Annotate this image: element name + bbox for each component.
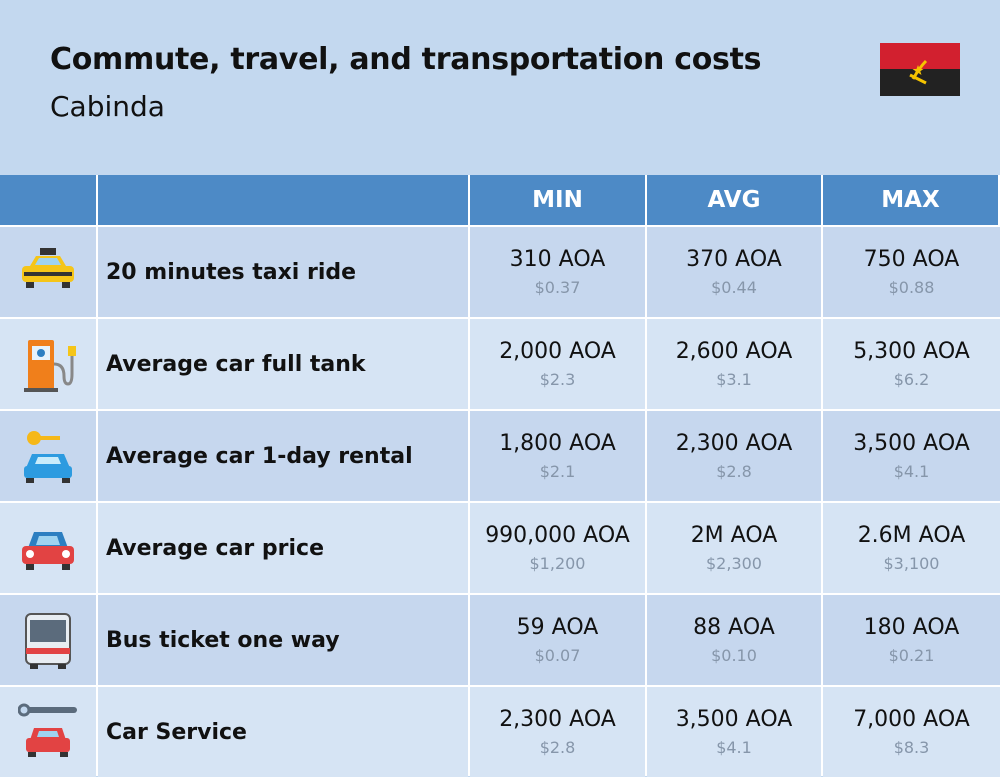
local-price: 750 AOA [863, 247, 960, 272]
value-cell: 990,000 AOA $1,200 [470, 503, 645, 593]
header-cell [0, 175, 96, 225]
usd-price: $2.8 [716, 462, 752, 481]
usd-price: $3.1 [716, 370, 752, 389]
row-label: Average car price [98, 503, 468, 593]
usd-price: $0.88 [888, 278, 935, 297]
local-price: 88 AOA [693, 615, 775, 640]
row-label: 20 minutes taxi ride [98, 227, 468, 317]
value-cell: 2,300 AOA $2.8 [647, 411, 821, 501]
local-price: 370 AOA [686, 247, 782, 272]
usd-price: $0.10 [711, 646, 757, 665]
header-cell: AVG [647, 175, 821, 225]
table: MIN AVG MAX 20 minutes taxi ride 310 AOA $0.3… [0, 175, 1000, 777]
row-icon [0, 687, 96, 777]
row-icon [0, 595, 96, 685]
local-price: 990,000 AOA [485, 523, 630, 548]
icon [22, 248, 74, 288]
row-label: Bus ticket one way [98, 595, 468, 685]
usd-price: $2.3 [539, 370, 576, 389]
local-price: 2,000 AOA [499, 339, 616, 364]
value-cell: 370 AOA $0.44 [647, 227, 821, 317]
local-price: 2,300 AOA [499, 707, 616, 732]
title: Commute, travel, and transportation cost… [50, 42, 762, 77]
icon [22, 532, 74, 570]
usd-price: $6.2 [893, 370, 930, 389]
value-cell: 2,000 AOA $2.3 [470, 319, 645, 409]
value-cell: 2,600 AOA $3.1 [647, 319, 821, 409]
usd-price: $2.1 [539, 462, 576, 481]
usd-price: $4.1 [893, 462, 930, 481]
icon [18, 703, 77, 757]
local-price: 2,600 AOA [675, 339, 793, 364]
local-price: 3,500 AOA [853, 431, 970, 456]
usd-price: $2.8 [539, 738, 576, 757]
local-price: 2.6M AOA [857, 523, 966, 548]
usd-price: $4.1 [716, 738, 752, 757]
value-cell: 7,000 AOA $8.3 [823, 687, 1000, 777]
header-cell: MIN [470, 175, 645, 225]
local-price: 59 AOA [516, 615, 599, 640]
value-cell: 3,500 AOA $4.1 [823, 411, 1000, 501]
value-cell: 1,800 AOA $2.1 [470, 411, 645, 501]
row-icon [0, 227, 96, 317]
row-icon [0, 503, 96, 593]
local-price: 1,800 AOA [499, 431, 616, 456]
header-cell: MAX [823, 175, 998, 225]
icon [25, 613, 71, 669]
flag [880, 43, 960, 96]
icon [24, 431, 72, 483]
value-cell: 750 AOA $0.88 [823, 227, 1000, 317]
value-cell: 180 AOA $0.21 [823, 595, 1000, 685]
value-cell: 2.6M AOA $3,100 [823, 503, 1000, 593]
value-cell: 3,500 AOA $4.1 [647, 687, 821, 777]
usd-price: $0.37 [534, 278, 581, 297]
value-cell: 2,300 AOA $2.8 [470, 687, 645, 777]
usd-price: $1,200 [529, 554, 586, 573]
usd-price: $0.07 [534, 646, 581, 665]
row-label: Car Service [98, 687, 468, 777]
value-cell: 2M AOA $2,300 [647, 503, 821, 593]
value-cell: 59 AOA $0.07 [470, 595, 645, 685]
local-price: 3,500 AOA [675, 707, 793, 732]
value-cell: 5,300 AOA $6.2 [823, 319, 1000, 409]
row-icon [0, 411, 96, 501]
value-cell: 88 AOA $0.10 [647, 595, 821, 685]
local-price: 2M AOA [690, 523, 778, 548]
icon [24, 340, 76, 392]
usd-price: $0.44 [711, 278, 757, 297]
usd-price: $8.3 [893, 738, 930, 757]
usd-price: $0.21 [888, 646, 935, 665]
usd-price: $2,300 [706, 554, 762, 573]
row-icon [0, 319, 96, 409]
value-cell: 310 AOA $0.37 [470, 227, 645, 317]
local-price: 5,300 AOA [853, 339, 970, 364]
row-label: Average car full tank [98, 319, 468, 409]
subtitle: Cabinda [50, 90, 165, 123]
usd-price: $3,100 [883, 554, 940, 573]
local-price: 180 AOA [863, 615, 960, 640]
local-price: 310 AOA [509, 247, 606, 272]
header-cell [98, 175, 468, 225]
local-price: 7,000 AOA [853, 707, 970, 732]
row-label: Average car 1-day rental [98, 411, 468, 501]
local-price: 2,300 AOA [675, 431, 793, 456]
